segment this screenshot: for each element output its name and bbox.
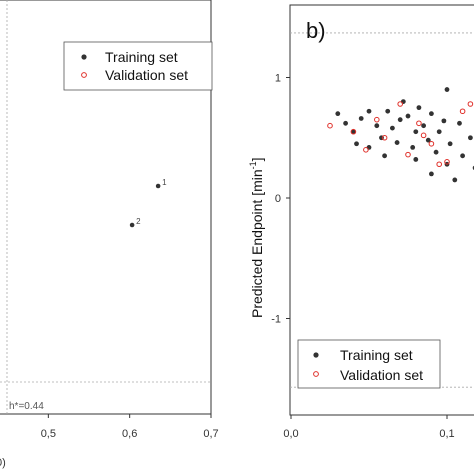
left-training-point [129, 222, 135, 228]
right-training-point [405, 113, 411, 119]
right-validation-point [374, 116, 380, 123]
right-validation-points [327, 101, 474, 168]
right-x-tick-label: 0,1 [439, 428, 454, 440]
right-training-point [444, 87, 450, 92]
right-plot-frame [289, 4, 474, 416]
right-training-point [354, 141, 359, 147]
right-training-point [385, 108, 391, 114]
right-legend-validation-label: Validation set [340, 367, 423, 383]
right-training-point [366, 144, 372, 150]
right-y-tick-label: -1 [271, 314, 281, 326]
right-training-point [429, 171, 434, 177]
right-training-point [425, 137, 431, 143]
right-validation-point [436, 161, 443, 168]
right-y-tick-label: 0 [275, 193, 281, 205]
right-legend-training-label: Training set [340, 347, 413, 363]
right-validation-point [363, 147, 369, 153]
right-y-axis-title-close: ] [249, 157, 265, 161]
right-training-point [394, 140, 400, 145]
right-training-point [413, 157, 419, 162]
right-validation-point [350, 128, 357, 135]
right-legend-training-marker [313, 352, 319, 358]
right-training-point [433, 149, 439, 155]
right-training-point [382, 153, 387, 159]
right-training-point [374, 123, 380, 129]
right-validation-point [327, 122, 333, 129]
right-validation-point [467, 101, 474, 107]
right-x-tick-label: 0,0 [283, 428, 298, 440]
right-training-point [416, 105, 422, 111]
right-training-point [413, 129, 419, 135]
right-training-point [351, 129, 356, 135]
right-y-tick-label: 1 [275, 73, 281, 85]
right-training-point [452, 177, 458, 183]
left-data-points: 12 [129, 178, 167, 228]
right-legend-validation-marker [313, 371, 319, 377]
left-legend [63, 41, 213, 91]
right-training-point [436, 129, 442, 135]
right-validation-point [420, 132, 427, 139]
panel-tag-b: b) [306, 18, 326, 43]
right-validation-point [428, 140, 435, 147]
right-training-point [457, 120, 462, 126]
right-validation-point [397, 101, 404, 107]
right-training-point [390, 125, 395, 131]
right-training-point [343, 120, 348, 126]
right-x-ticks: 0,00,10,2 [283, 415, 455, 440]
left-point-label: 1 [162, 178, 167, 187]
left-legend-training-label: Training set [105, 49, 178, 65]
right-chart-panel: b) 0,00,10,2 10-1 Predicted Endpoint [mi… [248, 4, 474, 440]
right-training-point [421, 123, 426, 129]
left-plot-frame [0, 0, 212, 415]
right-validation-point [381, 134, 388, 141]
left-bottom-fragment: 0) [0, 457, 6, 469]
left-legend-validation-marker [81, 72, 87, 78]
right-training-point [410, 144, 416, 150]
right-validation-point [459, 108, 466, 115]
right-y-axis-title-main: Predicted Endpoint [min [249, 169, 265, 318]
left-legend-training-marker [81, 54, 87, 60]
right-training-point [400, 99, 406, 104]
left-x-ticks: 0,5 0,6 0,7 [41, 414, 219, 440]
right-training-point [397, 117, 403, 123]
right-training-point [358, 116, 364, 121]
left-training-point [155, 183, 161, 189]
right-legend [297, 339, 441, 389]
right-training-point [441, 118, 447, 124]
right-y-axis-title: Predicted Endpoint [min-1] [248, 157, 265, 318]
right-validation-point [444, 159, 450, 165]
right-validation-point [416, 120, 422, 127]
right-training-point [335, 111, 341, 117]
left-chart-panel: h*=0.44 0,5 0,6 0,7 12 Training set Valida… [0, 0, 219, 469]
right-training-point [468, 135, 473, 141]
right-y-axis-title-sup: -1 [248, 161, 258, 169]
right-training-point [429, 111, 434, 117]
right-training-point [366, 108, 372, 114]
right-training-point [447, 141, 453, 147]
right-y-ticks: 1 0 -1 [271, 73, 290, 326]
right-validation-point [405, 151, 411, 158]
left-legend-validation-label: Validation set [105, 67, 188, 83]
left-x-tick-label: 0,6 [122, 428, 137, 440]
h-star-label: h*=0.44 [9, 401, 44, 412]
left-point-label: 2 [136, 217, 141, 226]
right-training-points [335, 87, 474, 183]
right-training-point [460, 153, 465, 159]
left-x-tick-label: 0,5 [41, 428, 56, 440]
left-x-tick-label: 0,7 [203, 428, 218, 440]
